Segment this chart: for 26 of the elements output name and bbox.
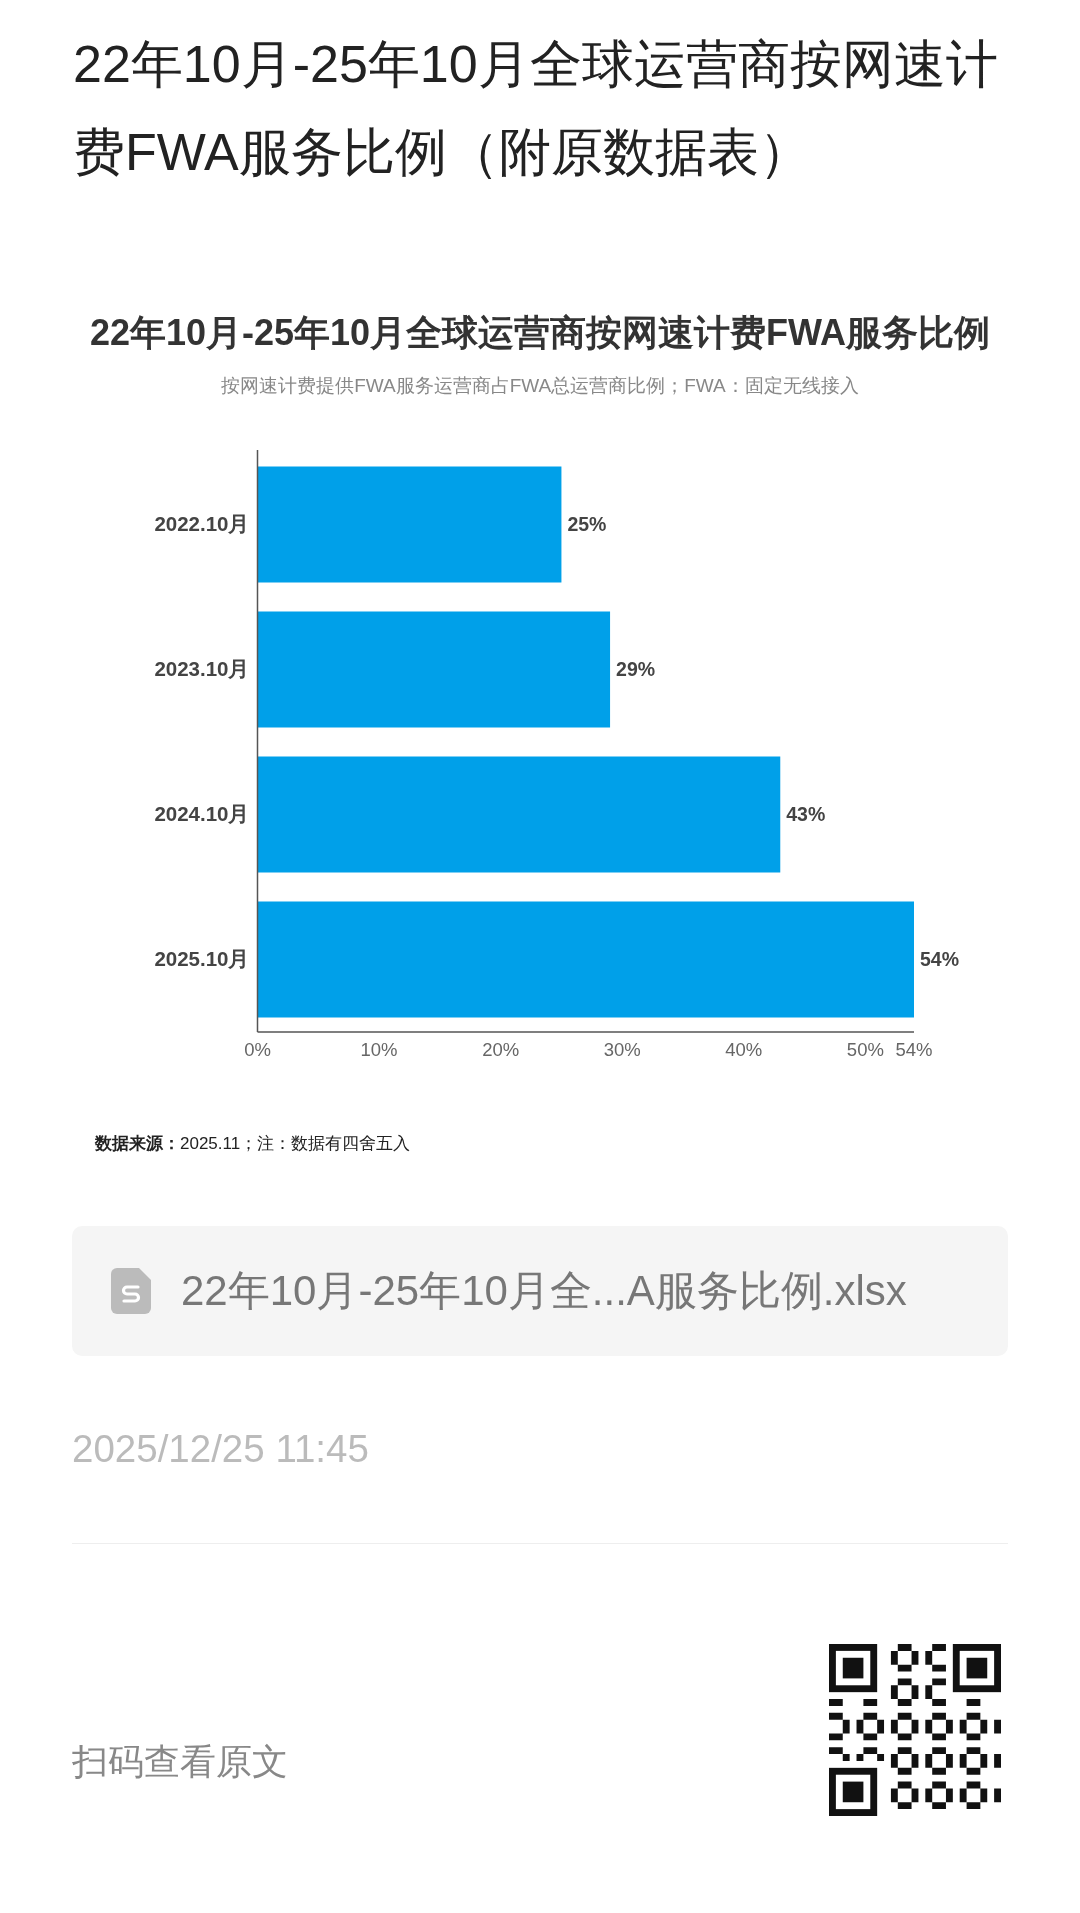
bar <box>257 756 781 873</box>
x-tick-label: 20% <box>482 1039 520 1060</box>
x-tick-label: 40% <box>725 1039 763 1060</box>
data-label: 25% <box>567 512 607 535</box>
chart-subtitle: 按网速计费提供FWA服务运营商占FWA总运营商比例；FWA：固定无线接入 <box>221 375 859 396</box>
text: 扫码查看原文 <box>72 1740 288 1784</box>
data-label: 54% <box>920 947 960 970</box>
text: 2025/12/25 11:45 <box>72 1426 369 1472</box>
bar <box>257 611 611 728</box>
bar <box>257 466 562 583</box>
chart-title: 22年10月-25年10月全球运营商按网速计费FWA服务比例 <box>89 312 991 353</box>
bar <box>257 901 914 1018</box>
text: 22年10月-25年10月全球运营商按网速计费FWA服务比例（附原数据表） <box>73 34 999 183</box>
x-tick-label: 50% <box>846 1039 884 1060</box>
data-label: 43% <box>786 802 826 825</box>
y-tick-label: 2023.10月 <box>154 656 250 680</box>
text: 数据来源：2025.11；注：数据有四舍五入 <box>95 1133 411 1155</box>
x-tick-label: 0% <box>244 1039 271 1060</box>
text: 22年10月-25年10月全...A服务比例.xlsx <box>181 1266 907 1316</box>
data-label: 29% <box>616 657 656 680</box>
y-tick-label: 2024.10月 <box>154 801 250 825</box>
x-tick-label: 30% <box>603 1039 641 1060</box>
x-tick-label: 54% <box>895 1039 933 1060</box>
x-tick-label: 10% <box>360 1039 398 1060</box>
y-tick-label: 2025.10月 <box>154 946 250 970</box>
y-tick-label: 2022.10月 <box>154 511 250 535</box>
